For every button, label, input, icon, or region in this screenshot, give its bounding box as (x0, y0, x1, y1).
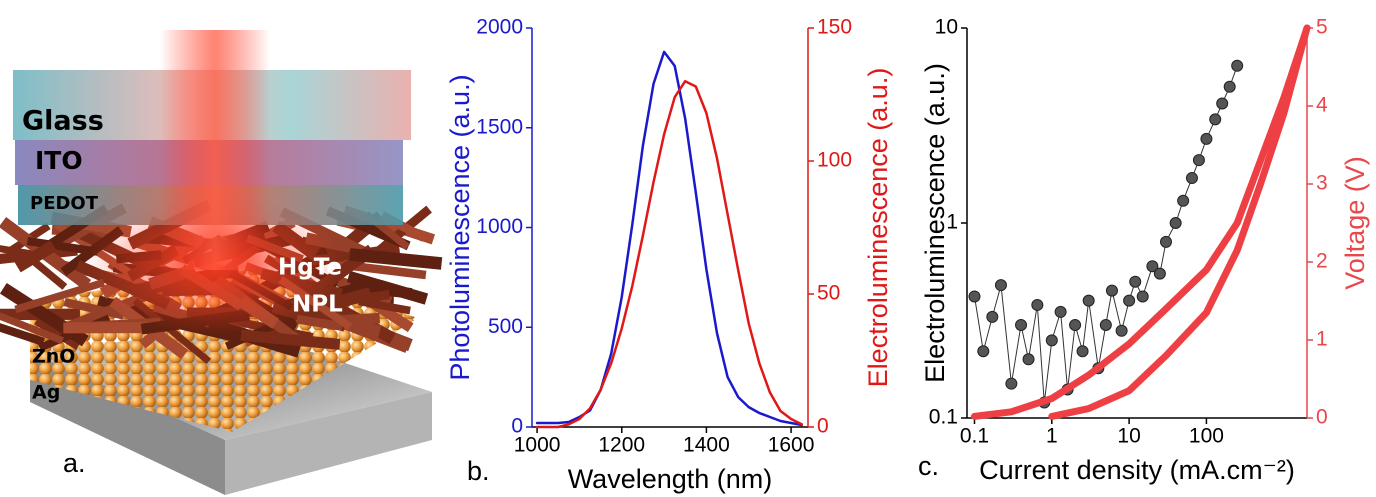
data-point (1076, 345, 1089, 358)
data-point (1129, 275, 1142, 288)
x-tick-label: 1400 (683, 434, 730, 457)
npl-label: HgTe (278, 255, 342, 281)
y2-tick-label: 5 (1316, 16, 1328, 39)
data-point (1115, 324, 1128, 337)
x-tick-label: 10 (1117, 425, 1140, 448)
y2-tick-label: 0 (1316, 406, 1328, 429)
y-tick-label: 2000 (476, 16, 523, 39)
data-point (1146, 260, 1159, 273)
data-point (1159, 235, 1172, 248)
data-point (1015, 318, 1028, 331)
panel-label: b. (467, 456, 490, 486)
y2-tick-label: 4 (1316, 94, 1328, 117)
y-axis-label: Photoluminescence (a.u.) (445, 74, 475, 380)
npl-label: NPL (292, 292, 343, 318)
y-tick-label: 1000 (476, 215, 523, 238)
y2-tick-label: 1 (1316, 328, 1328, 351)
data-point (1069, 318, 1082, 331)
data-point (1054, 305, 1067, 318)
data-point (1005, 377, 1018, 390)
panel-label: a. (63, 448, 86, 478)
series-line (971, 24, 1311, 420)
y-tick-label: 1 (946, 211, 958, 234)
y2-tick-label: 2 (1316, 250, 1328, 273)
nanoplatelet (14, 278, 105, 314)
nanoplatelet (240, 329, 341, 350)
nanoplatelet (63, 297, 125, 320)
data-point (1223, 80, 1236, 93)
data-point (986, 310, 999, 323)
data-point (968, 290, 981, 303)
y2-tick-label: 150 (817, 16, 852, 39)
y2-axis-label: Voltage (V) (1340, 156, 1370, 290)
y-tick-label: 10 (935, 16, 958, 39)
data-point (1031, 298, 1044, 311)
device-illustration: Glass ITO PEDOT ZnO Ag HgTe NPL (0, 30, 443, 495)
nanoplatelet (14, 240, 57, 273)
nanoplatelet (349, 248, 443, 270)
series-line (535, 79, 803, 429)
data-point (1192, 154, 1205, 167)
x-tick-label: 1000 (514, 434, 561, 457)
data-point (1099, 318, 1112, 331)
nanoplatelet (296, 314, 343, 331)
nanoplatelet (0, 319, 45, 346)
data-point (1022, 353, 1035, 366)
data-point (994, 279, 1007, 292)
data-point (1045, 334, 1058, 347)
x-tick-label: 1200 (598, 434, 645, 457)
x-tick-label: 0.1 (960, 425, 989, 448)
x-axis-label: Wavelength (nm) (568, 464, 773, 494)
data-point (1216, 97, 1229, 110)
connector-line (974, 65, 1238, 404)
data-point (1153, 267, 1166, 280)
data-point (1209, 113, 1222, 126)
y2-axis-label: Electroluminescence (a.u.) (863, 68, 893, 388)
layer-label: Glass (22, 106, 104, 137)
nanoplatelet (34, 314, 82, 350)
data-point (1136, 290, 1149, 303)
layer-label: Ag (32, 382, 60, 404)
layer-label: PEDOT (30, 193, 99, 214)
data-point (1082, 294, 1095, 307)
x-tick-label: 100 (1189, 425, 1224, 448)
y-tick-label: 0 (511, 415, 523, 438)
series-line (1048, 24, 1311, 420)
y-tick-label: 1500 (476, 115, 523, 138)
x-tick-label: 1 (1046, 425, 1058, 448)
panel-label: c. (918, 451, 939, 481)
y2-tick-label: 50 (817, 282, 840, 305)
data-point (977, 345, 990, 358)
data-point (1231, 59, 1244, 72)
data-point (1169, 217, 1182, 229)
y2-tick-label: 100 (817, 149, 852, 172)
nanoplatelet (26, 237, 98, 256)
y-tick-label: 0.1 (929, 406, 958, 429)
data-point (1177, 194, 1190, 207)
layer-label: ZnO (32, 346, 75, 368)
y2-tick-label: 0 (817, 415, 829, 438)
nanoplatelet (63, 322, 165, 334)
data-point (1200, 132, 1213, 145)
x-tick-label: 1600 (768, 434, 815, 457)
data-point (1123, 294, 1136, 307)
light-beam (160, 30, 270, 270)
x-axis-label: Current density (mA.cm⁻²) (979, 455, 1295, 485)
data-point (1185, 172, 1198, 185)
nanoplatelet (0, 300, 64, 345)
data-point (1105, 284, 1118, 297)
y-tick-label: 500 (488, 315, 523, 338)
nanoplatelet (291, 287, 373, 321)
y2-tick-label: 3 (1316, 172, 1328, 195)
nanoplatelet (358, 297, 411, 315)
nanoplatelet (349, 281, 413, 299)
y-axis-label: Electroluminescence (a.u.) (920, 63, 950, 383)
layer-label: ITO (35, 146, 83, 175)
ag-side (225, 392, 432, 495)
